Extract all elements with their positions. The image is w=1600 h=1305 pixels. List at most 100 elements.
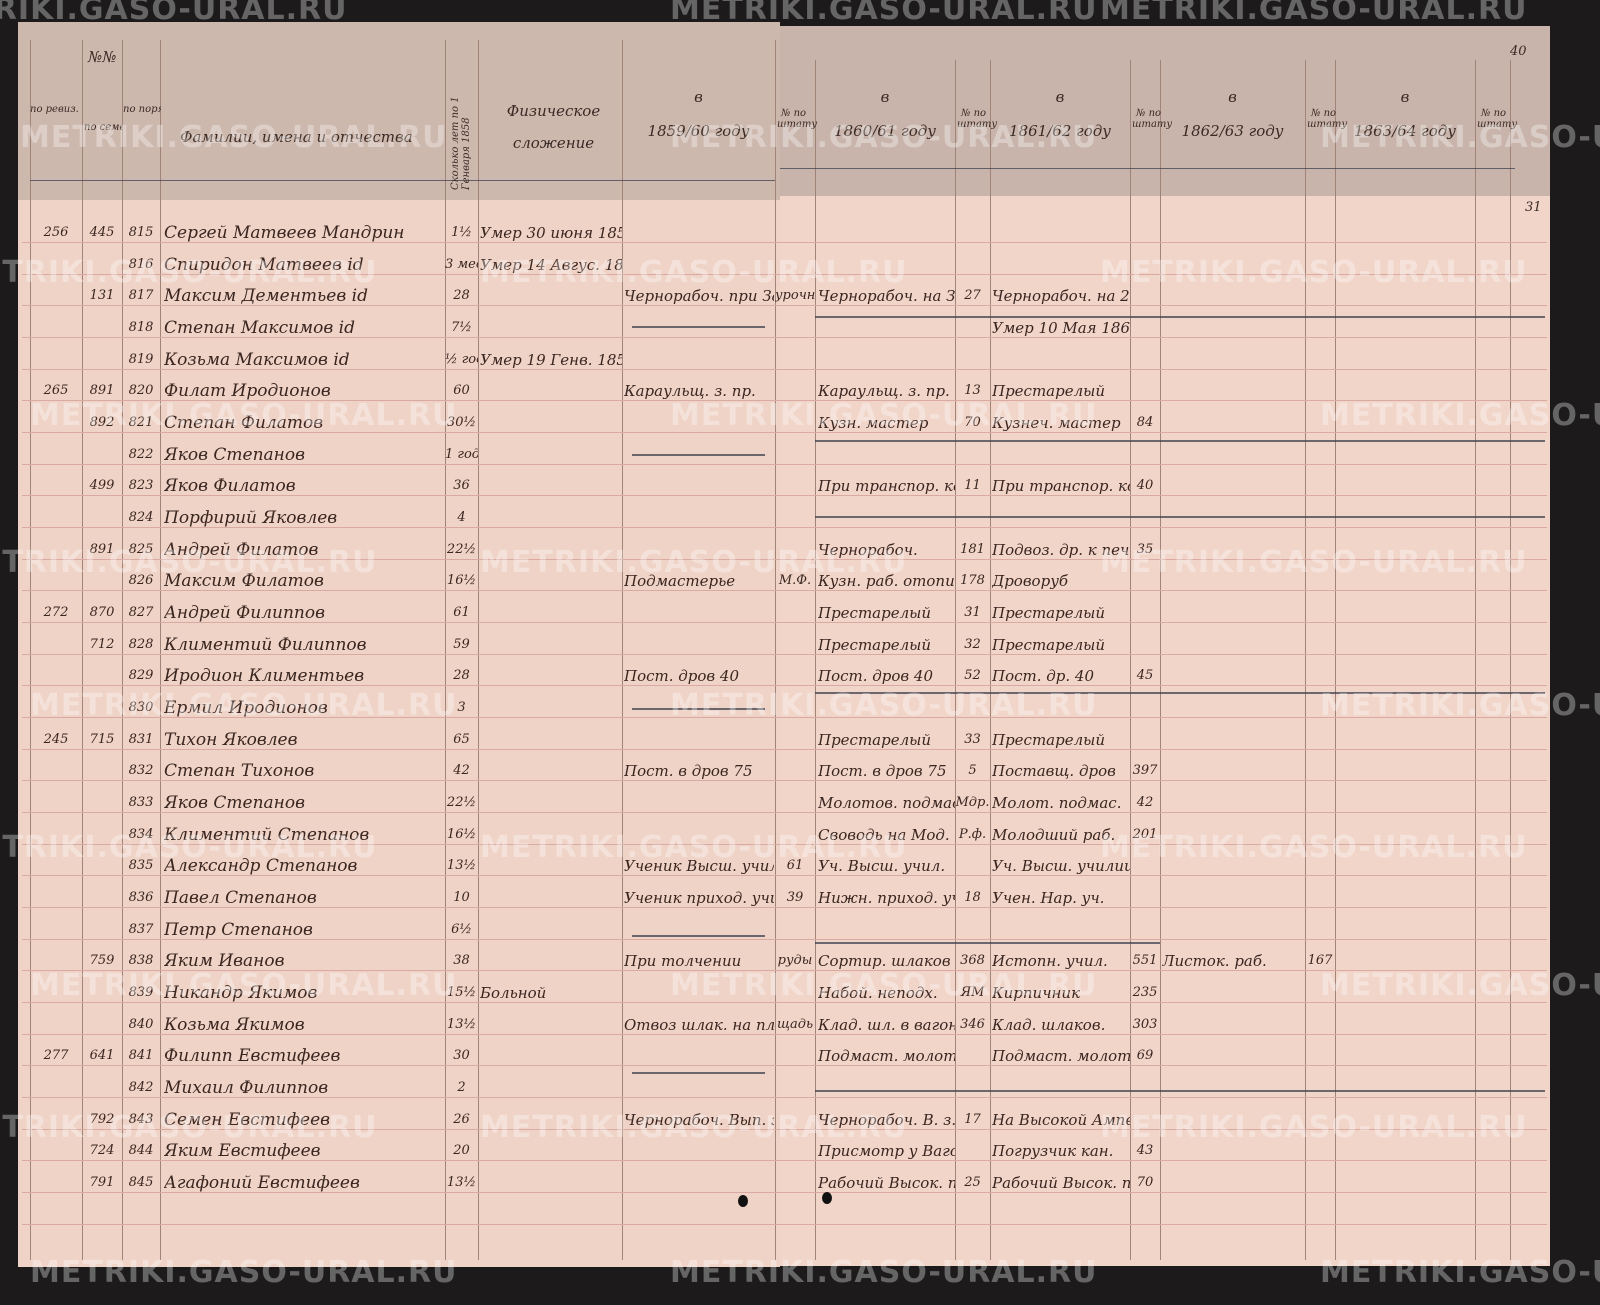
occupation-1860-61: Кузн. раб. отопит. [818,572,955,590]
occupation-1861-62: Рабочий Высок. печ. [992,1174,1130,1192]
ruled-line [22,527,1547,528]
section-rule [815,440,1545,442]
watermark: METRIKI.GASO-URAL.RU [670,0,1098,27]
person-name: Павел Степанов [164,888,317,908]
header-rule [30,180,775,181]
occupation-1861-62: Пост. др. 40 [992,667,1095,685]
order-number: 843 [128,1112,154,1127]
staff-number-1860-61: 5 [968,763,977,778]
occupation-1860-61: Нижн. приход. учил. [818,889,955,907]
staff-number-1859-60: щадь [776,1017,814,1032]
person-name: Андрей Филиппов [164,603,326,623]
staff-number-1860-61: 178 [960,573,985,588]
age: 13½ [446,1175,477,1190]
year-prefix: в [694,88,703,106]
header-age: Сколько лет по 1 Генваря 1858 [450,96,472,190]
occupation-1859-60: Пост. в дров 75 [624,762,753,780]
year-header: 1862/63 году [1181,122,1284,140]
person-name: Климентий Степанов [164,825,370,845]
year-prefix: в [1228,88,1237,106]
ruled-line [22,875,1547,876]
occupation-1861-62: Престарелый [992,636,1106,654]
column-divider [775,40,776,1260]
table-row: 791 845 Агафоний Евстифеев 13½ Рабочий Высок… [0,1170,1600,1202]
family-number: 870 [89,605,115,620]
occupation-1861-62: Молодший раб. [992,826,1116,844]
staff-number-1861-62: 397 [1132,763,1158,778]
occupation-1861-62: Чернорабоч. на 2 пр. [992,287,1130,305]
table-row: 824 Порфирий Яковлев 4 [0,505,1600,537]
person-name: Петр Степанов [164,920,313,940]
staff-number-1860-61: 368 [960,953,985,968]
year-prefix: в [1055,88,1065,106]
revision-number: 245 [43,732,69,747]
ruled-line [22,844,1547,845]
watermark: METRIKI.GASO-URAL.RU [670,968,1098,1003]
occupation-1860-61: Подмаст. молот. маст. [818,1047,955,1065]
table-row: 837 Петр Степанов 6½ [0,917,1600,949]
ruled-line [22,970,1547,971]
watermark: METRIKI.GASO-URAL.RU [1100,830,1528,865]
watermark: METRIKI.GASO-URAL.RU [0,830,378,865]
staff-number-1859-60: 61 [786,858,804,873]
staff-number-1860-61: 181 [960,542,985,557]
staff-number-1860-61: Мдр. [955,795,990,810]
watermark: METRIKI.GASO-URAL.RU [1100,255,1528,290]
order-number: 822 [128,447,154,462]
age: 42 [453,763,470,778]
order-number: 830 [128,700,154,715]
watermark: METRIKI.GASO-URAL.RU [0,1110,378,1145]
ruled-line [22,939,1547,940]
person-name: Яким Евстифеев [164,1141,321,1161]
ruled-line [22,1160,1547,1161]
section-rule [632,1072,765,1074]
table-row: 891 825 Андрей Филатов 22½ Чернорабоч. 181 Под… [0,537,1600,569]
person-name: Александр Степанов [164,856,358,876]
age: 65 [453,732,470,747]
physical-condition: Умер 19 Генв. 1858 г. [480,351,622,369]
revision-number: 277 [43,1048,69,1063]
order-number: 836 [128,890,154,905]
ruled-line [22,432,1547,433]
ruled-line [22,495,1547,496]
order-number: 840 [128,1017,154,1032]
person-name: Яков Филатов [164,476,296,496]
year-header: 1861/62 году [1009,122,1111,140]
person-name: Филипп Евстифеев [164,1046,341,1066]
staff-number-1860-61: 25 [964,1175,981,1190]
table-row: 832 Степан Тихонов 42 Пост. в дров 75 Пост. … [0,758,1600,790]
table-row: 819 Козьма Максимов id ½ годУмер 19 Генв. … [0,347,1600,379]
ruled-line [22,780,1547,781]
staff-number-header: № по штату [1477,108,1518,130]
header-family: по семейн. [84,122,122,133]
occupation-1860-61: При транспор. кон. [818,477,955,495]
occupation-1860-61: Рабочий Высок. печ. [818,1174,955,1192]
column-divider [815,60,816,1260]
age: 30 [453,1048,470,1063]
person-name: Тихон Яковлев [164,730,298,750]
family-number: 791 [89,1175,115,1190]
occupation-1860-61: Чернорабоч. В. з. [818,1111,955,1129]
family-number: 712 [89,637,115,652]
section-rule [632,708,765,710]
order-number: 816 [128,257,154,272]
occupation-1859-60: Ученик приход. учил. [624,889,774,907]
watermark: METRIKI.GASO-URAL.RU [480,1110,908,1145]
occupation-1860-61: Молотов. подмас. [818,794,955,812]
family-number: 499 [89,478,115,493]
left-page-header-strip [18,22,780,200]
age: 38 [453,953,470,968]
order-number: 838 [128,953,154,968]
staff-number-1861-62: 43 [1136,1143,1154,1158]
physical-condition: Умер 30 июня 1858 г. [480,224,622,242]
ruled-line [22,654,1547,655]
table-row: 818 Степан Максимов id 7½ Умер 10 Мая 1861 … [0,315,1600,347]
order-number: 829 [128,668,154,683]
column-divider [1475,60,1476,1260]
age: 30½ [446,415,477,430]
age: 3 мес. [445,257,478,272]
revision-number: 256 [43,225,69,240]
occupation-1861-62: Истопн. учил. [992,952,1108,970]
occupation-1859-60: Подмастерье [624,572,736,590]
staff-number-1862-63: 167 [1307,953,1333,968]
